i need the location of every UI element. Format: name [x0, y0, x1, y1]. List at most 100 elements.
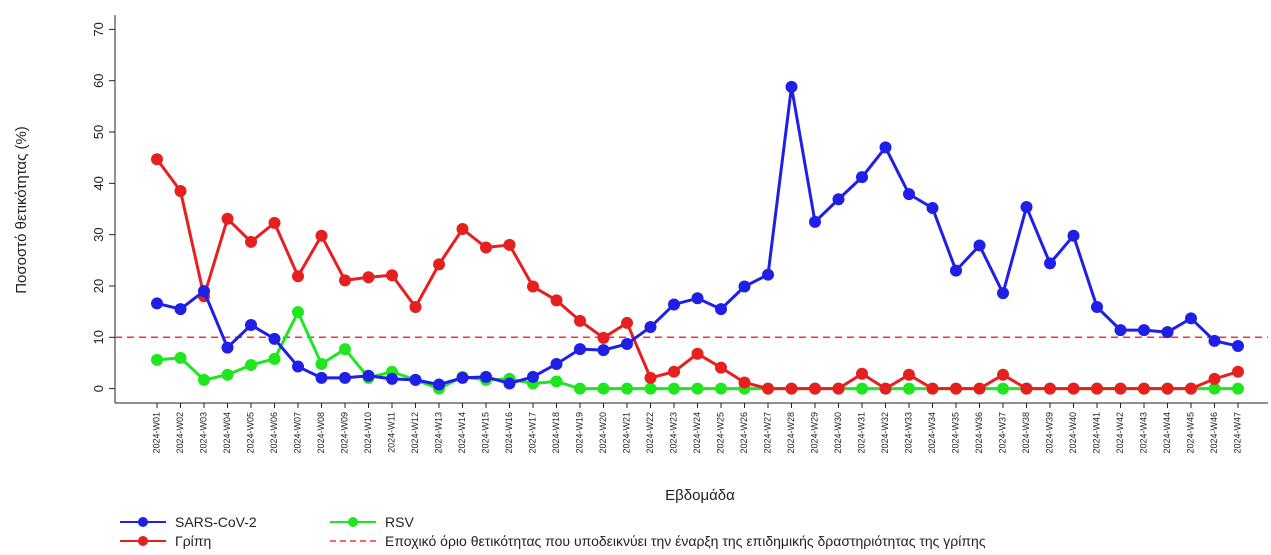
- x-tick-label: 2024-W12: [410, 412, 420, 454]
- data-point: [409, 301, 422, 314]
- x-tick-label: 2024-W13: [433, 412, 443, 454]
- x-tick-label: 2024-W21: [621, 412, 631, 454]
- data-point: [1114, 382, 1127, 395]
- x-tick-label: 2024-W26: [739, 412, 749, 454]
- x-tick-label: 2024-W08: [316, 412, 326, 454]
- data-point: [1091, 382, 1103, 395]
- x-tick-label: 2024-W42: [1115, 412, 1125, 454]
- data-point: [527, 370, 539, 383]
- data-point: [950, 264, 962, 277]
- legend-label: Γρίπη: [175, 533, 211, 549]
- x-tick-label: 2024-W36: [974, 412, 984, 454]
- y-axis-label: Ποσοστό θετικότητας (%): [13, 126, 30, 294]
- x-tick-label: 2024-W17: [527, 412, 537, 454]
- legend-marker: [138, 536, 148, 546]
- data-point: [433, 258, 445, 271]
- data-point: [550, 294, 563, 307]
- data-point: [762, 268, 774, 281]
- data-point: [926, 201, 939, 214]
- data-point: [973, 239, 986, 252]
- data-point: [503, 238, 516, 251]
- legend-label: SARS-CoV-2: [175, 514, 257, 530]
- data-point: [973, 382, 986, 395]
- y-tick-label: 70: [91, 22, 106, 36]
- data-point: [409, 373, 422, 386]
- x-tick-label: 2024-W38: [1021, 412, 1031, 454]
- data-point: [621, 337, 633, 350]
- y-tick-label: 20: [91, 279, 106, 293]
- data-point: [550, 357, 563, 370]
- data-point: [950, 382, 962, 395]
- x-tick-label: 2024-W35: [950, 412, 960, 454]
- x-tick-label: 2024-W33: [903, 412, 913, 454]
- x-tick-label: 2024-W47: [1232, 412, 1242, 454]
- x-tick-label: 2024-W27: [762, 412, 772, 454]
- y-tick-label: 60: [91, 73, 106, 87]
- data-point: [480, 241, 492, 254]
- data-point: [809, 382, 821, 395]
- x-tick-label: 2024-W46: [1209, 412, 1219, 454]
- data-point: [668, 365, 680, 378]
- y-tick-label: 30: [91, 227, 106, 241]
- data-point: [1161, 382, 1174, 395]
- data-point: [738, 376, 751, 389]
- data-point: [315, 371, 328, 384]
- data-point: [997, 368, 1009, 381]
- data-point: [691, 292, 704, 305]
- data-point: [1232, 365, 1244, 378]
- x-axis-label: Εβδομάδα: [665, 487, 735, 504]
- data-point: [1138, 324, 1150, 337]
- data-point: [903, 368, 915, 381]
- x-tick-label: 2024-W02: [175, 412, 185, 454]
- data-point: [597, 382, 610, 395]
- data-point: [903, 188, 915, 201]
- data-point: [668, 382, 680, 395]
- data-point: [644, 382, 657, 395]
- data-point: [1138, 382, 1150, 395]
- x-tick-label: 2024-W40: [1068, 412, 1078, 454]
- data-point: [1208, 334, 1221, 347]
- data-point: [221, 212, 234, 225]
- data-point: [1091, 301, 1103, 314]
- data-point: [456, 371, 469, 384]
- x-tick-label: 2024-W41: [1091, 412, 1101, 454]
- x-tick-label: 2024-W25: [715, 412, 725, 454]
- data-point: [315, 229, 328, 242]
- x-tick-label: 2024-W22: [645, 412, 655, 454]
- data-point: [691, 347, 704, 360]
- data-point: [480, 370, 492, 383]
- data-point: [174, 303, 187, 316]
- data-point: [1185, 312, 1197, 325]
- data-point: [198, 373, 210, 386]
- data-point: [268, 352, 281, 365]
- x-tick-label: 2024-W04: [222, 412, 232, 454]
- x-tick-label: 2024-W07: [292, 412, 302, 454]
- x-tick-label: 2024-W14: [457, 412, 467, 454]
- data-point: [715, 303, 727, 316]
- x-tick-label: 2024-W31: [856, 412, 866, 454]
- x-tick-label: 2024-W28: [786, 412, 796, 454]
- data-point: [198, 285, 210, 298]
- data-point: [997, 287, 1009, 300]
- x-tick-label: 2024-W06: [269, 412, 279, 454]
- legend-label: Εποχικό όριο θετικότητας που υποδεικνύει…: [385, 533, 986, 549]
- x-tick-label: 2024-W43: [1138, 412, 1148, 454]
- data-point: [832, 382, 845, 395]
- data-point: [456, 223, 469, 236]
- data-point: [151, 153, 163, 166]
- data-point: [691, 382, 704, 395]
- data-point: [339, 343, 351, 356]
- data-point: [621, 316, 633, 329]
- data-point: [926, 382, 939, 395]
- data-point: [292, 270, 304, 283]
- data-point: [1114, 324, 1127, 337]
- data-point: [856, 171, 868, 184]
- data-point: [879, 141, 892, 154]
- x-tick-label: 2024-W11: [386, 412, 396, 453]
- x-tick-label: 2024-W18: [551, 412, 561, 454]
- y-tick-label: 10: [91, 330, 106, 344]
- x-tick-label: 2024-W29: [809, 412, 819, 454]
- y-tick-label: 0: [91, 385, 106, 392]
- x-tick-label: 2024-W30: [833, 412, 843, 454]
